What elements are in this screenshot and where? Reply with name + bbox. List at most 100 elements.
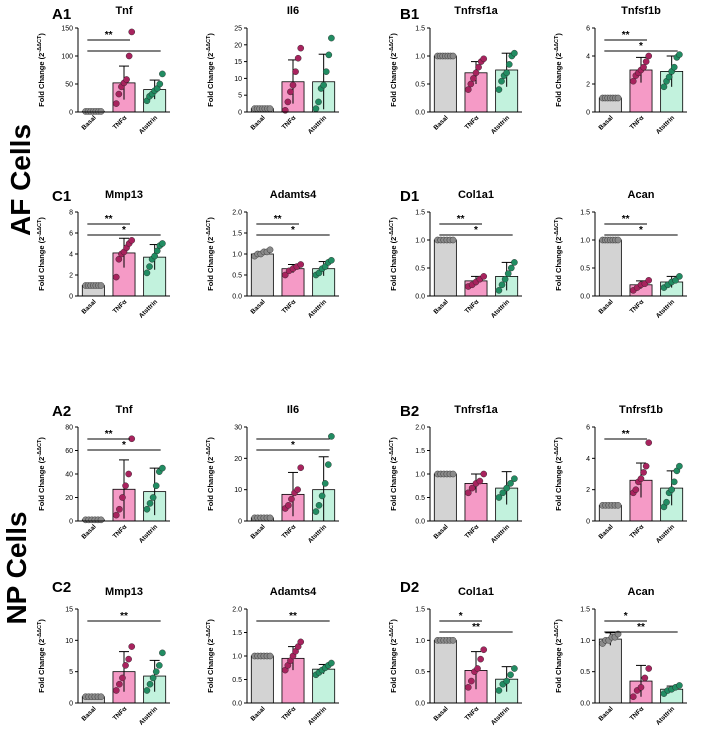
y-tick-label: 0.0 [580, 294, 590, 301]
data-point-basal [266, 514, 274, 522]
data-point-atsttrin [315, 502, 323, 509]
y-axis-label: Fold Change (2-ΔΔCT) [389, 437, 398, 511]
y-tick-label: 2 [69, 273, 73, 280]
y-tick-label: 4 [69, 252, 73, 259]
y-axis-label: Fold Change (2-ΔΔCT) [389, 33, 398, 107]
y-tick-label: 1.5 [415, 210, 425, 217]
bar-basal [598, 239, 622, 297]
data-point-tnf [629, 693, 637, 701]
chart-af_acan: Acan Fold Change (2-ΔΔCT) 0.0 0.5 1.0 1.5 Basa… [554, 189, 687, 320]
data-point-atsttrin [153, 247, 161, 255]
x-tick-label: TNFα [464, 298, 481, 315]
y-tick-label: 0.0 [415, 294, 425, 301]
y-tick-label: 0.5 [580, 669, 590, 676]
y-tick-label: 0.5 [232, 677, 242, 684]
data-point-tnf [470, 75, 477, 82]
data-point-atsttrin [503, 484, 510, 492]
data-point-atsttrin [495, 287, 503, 294]
y-axis-label-superscript: -ΔΔCT [37, 219, 43, 237]
y-tick-label: 1.0 [232, 654, 242, 661]
data-point-atsttrin [149, 494, 157, 501]
y-axis-label-superscript: -ΔΔCT [37, 439, 43, 457]
data-point-atsttrin [495, 86, 503, 93]
data-point-tnf [468, 677, 475, 685]
significance-label: ** [622, 30, 630, 41]
data-point-atsttrin [156, 80, 164, 88]
data-point-tnf [480, 273, 488, 280]
x-tick-label: Atsttrin [307, 705, 328, 726]
chart-title: Tnfsf1b [621, 5, 661, 17]
y-axis-label-superscript: -ΔΔCT [37, 35, 43, 53]
data-point-basal [614, 236, 622, 244]
y-axis-label-close: ) [554, 437, 563, 440]
chart-title: Acan [628, 586, 655, 598]
y-tick-label: 30 [234, 425, 242, 432]
chart-af_mmp13: Mmp13 Fold Change (2-ΔΔCT) 0 2 4 6 8 Basal TNFα A… [37, 189, 170, 320]
y-axis-label-close: ) [554, 33, 563, 36]
y-axis-label: Fold Change (2-ΔΔCT) [206, 217, 215, 291]
y-tick-label: 0.0 [580, 701, 590, 708]
data-point-tnf [475, 63, 482, 71]
x-tick-label: Basal [81, 705, 98, 722]
data-point-tnf [115, 90, 123, 98]
x-tick-label: TNFα [112, 523, 129, 540]
x-tick-label: TNFα [464, 705, 481, 722]
data-point-atsttrin [321, 480, 329, 487]
data-point-atsttrin [146, 500, 154, 507]
data-point-atsttrin [328, 34, 335, 42]
bar-basal [433, 239, 457, 297]
data-point-basal [266, 652, 274, 660]
data-point-tnf [128, 643, 136, 650]
y-axis-label: Fold Change (2-ΔΔCT) [37, 217, 46, 291]
y-axis-label-superscript: -ΔΔCT [554, 219, 560, 237]
data-point-tnf [123, 76, 130, 83]
y-tick-label: 0.5 [415, 669, 425, 676]
significance-label: ** [457, 214, 465, 225]
y-tick-label: 8 [69, 210, 73, 217]
y-axis-label-close: ) [554, 619, 563, 622]
y-axis-label-text: Fold Change (2 [37, 53, 46, 107]
data-point-tnf [294, 486, 301, 493]
y-tick-label: 0.0 [232, 701, 242, 708]
y-tick-label: 10 [234, 76, 242, 83]
data-point-tnf [281, 271, 289, 279]
data-point-tnf [297, 261, 305, 268]
chart-af_tnfrsf1b: Tnfsf1b Fold Change (2-ΔΔCT) 0 2 4 6 Basal TNFα… [554, 5, 687, 136]
data-point-tnf [472, 69, 480, 77]
y-axis-label-superscript: -ΔΔCT [37, 621, 43, 639]
x-tick-label: Basal [433, 298, 450, 315]
data-point-atsttrin [143, 687, 151, 694]
y-tick-label: 1.0 [580, 638, 590, 645]
x-tick-label: Atsttrin [655, 523, 676, 544]
data-point-atsttrin [159, 70, 166, 78]
data-point-atsttrin [495, 494, 503, 501]
chart-title: Mmp13 [105, 189, 143, 201]
data-point-tnf [637, 475, 645, 483]
data-point-atsttrin [672, 277, 679, 284]
x-tick-label: Atsttrin [490, 705, 511, 726]
y-axis-label-text: Fold Change (2 [554, 639, 563, 693]
significance-label: ** [105, 214, 113, 225]
x-tick-label: TNFα [112, 114, 129, 131]
y-tick-label: 0 [586, 110, 590, 117]
y-tick-label: 15 [234, 59, 242, 66]
data-point-atsttrin [143, 269, 151, 277]
x-tick-label: Atsttrin [655, 114, 676, 135]
chart-np_tnf: Tnf Fold Change (2-ΔΔCT) 0 20 40 60 80 Basal TNF… [37, 404, 170, 545]
x-tick-label: Atsttrin [138, 298, 159, 319]
y-tick-label: 1.0 [415, 54, 425, 61]
data-point-basal [97, 282, 105, 289]
y-tick-label: 0 [69, 110, 73, 117]
af-cells-label: AF Cells [5, 124, 36, 236]
data-point-atsttrin [668, 486, 675, 493]
y-tick-label: 1.0 [415, 238, 425, 245]
x-tick-label: Atsttrin [307, 523, 328, 544]
data-point-tnf [112, 100, 120, 107]
y-axis-label-close: ) [389, 217, 398, 220]
data-point-basal [614, 630, 622, 638]
data-point-tnf [645, 277, 653, 284]
x-tick-label: Basal [81, 114, 98, 131]
y-tick-label: 6 [586, 425, 590, 432]
data-point-atsttrin [146, 680, 154, 688]
